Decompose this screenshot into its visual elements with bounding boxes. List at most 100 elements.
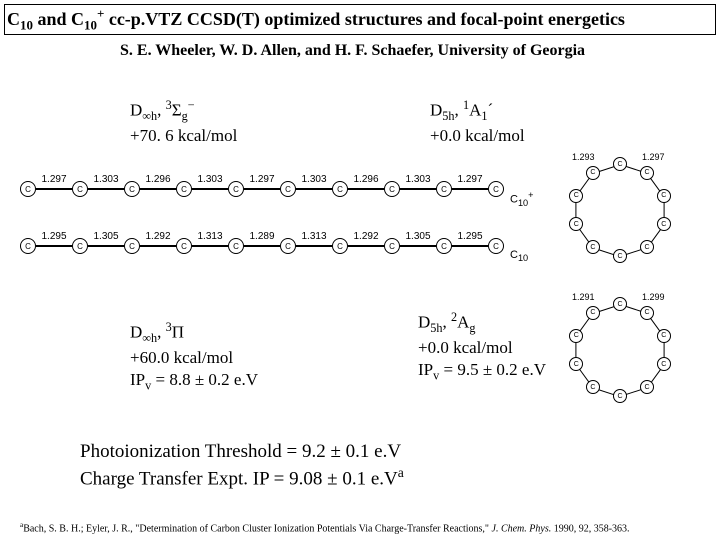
tl-energy: +70. 6 kcal/mol — [130, 125, 237, 147]
carbon-atom: C — [436, 238, 452, 254]
bond-length-label: 1.313 — [301, 231, 326, 242]
bond: 1.303 — [400, 188, 436, 189]
ring-carbon-atom: C — [569, 357, 583, 371]
bond: 1.292 — [140, 245, 176, 246]
bond-length-label: 1.297 — [249, 174, 274, 185]
tl-sym-pre: D — [130, 101, 142, 120]
footnote-journal: J. Chem. Phys. — [492, 523, 552, 534]
molecule-label: C10 — [510, 249, 528, 263]
bl-ip-label: IP — [130, 370, 145, 389]
carbon-atom: C — [332, 181, 348, 197]
bond-length-label: 1.292 — [145, 231, 170, 242]
ring-carbon-atom: C — [613, 389, 627, 403]
bl-comma: , — [157, 323, 166, 342]
molecule-label: C10+ — [510, 190, 534, 208]
bond-length-label: 1.292 — [353, 231, 378, 242]
footnote: aBach, S. B. H.; Eyler, J. R., "Determin… — [20, 521, 710, 534]
tl-sym-sub: ∞h — [142, 109, 157, 123]
bond: 1.295 — [36, 245, 72, 246]
ring-carbon-atom: C — [586, 240, 600, 254]
bond-length-label: 1.303 — [197, 174, 222, 185]
br-ip-rest: = 9.5 ± 0.2 e.V — [439, 360, 546, 379]
bond-length-label: 1.305 — [405, 231, 430, 242]
bond-length-label: 1.297 — [457, 174, 482, 185]
tl-comma: , — [157, 101, 166, 120]
ring-carbon-atom: C — [586, 166, 600, 180]
tr-sym-pre: D — [430, 101, 442, 120]
bl-ip-rest: = 8.8 ± 0.2 e.V — [151, 370, 258, 389]
title-c10-sub: 10 — [20, 18, 33, 33]
bond-length-label: 1.296 — [145, 174, 170, 185]
bond-length-label: 1.303 — [405, 174, 430, 185]
ring-carbon-atom: C — [640, 380, 654, 394]
bond-length-label: 1.313 — [197, 231, 222, 242]
bond-length-label: 1.303 — [301, 174, 326, 185]
ring-carbon-atom: C — [657, 217, 671, 231]
bl-term-main: Π — [172, 323, 184, 342]
br-ip: IPv = 9.5 ± 0.2 e.V — [418, 359, 546, 384]
carbon-atom: C — [228, 238, 244, 254]
ring-bond-label-b: 1.299 — [642, 292, 665, 302]
ring-carbon-atom: C — [613, 157, 627, 171]
bond: 1.297 — [452, 188, 488, 189]
bond: 1.303 — [296, 188, 332, 189]
tr-energy: +0.0 kcal/mol — [430, 125, 525, 147]
ring-carbon-atom: C — [569, 189, 583, 203]
bl-sym-sub: ∞h — [142, 331, 157, 345]
bond: 1.313 — [192, 245, 228, 246]
ring-carbon-atom: C — [569, 329, 583, 343]
ring-carbon-atom: C — [569, 217, 583, 231]
br-sym-pre: D — [418, 313, 430, 332]
carbon-atom: C — [488, 181, 504, 197]
title-and: and C — [33, 9, 84, 29]
ring-carbon-atom: C — [586, 380, 600, 394]
br-comma: , — [443, 313, 452, 332]
carbon-atom: C — [488, 238, 504, 254]
ring-bond-label-a: 1.293 — [572, 152, 595, 162]
ring-carbon-atom: C — [586, 306, 600, 320]
carbon-atom: C — [72, 181, 88, 197]
block-bottom-right: D5h, 2Ag +0.0 kcal/mol IPv = 9.5 ± 0.2 e… — [418, 310, 546, 384]
title-rest: cc-p.VTZ CCSD(T) optimized structures an… — [104, 9, 625, 29]
bond-length-label: 1.297 — [41, 174, 66, 185]
ring-c10-neutral: CCCCCCCCCC1.2911.299 — [560, 290, 680, 410]
tr-term-main: A — [469, 101, 481, 120]
page-title: C10 and C10+ cc-p.VTZ CCSD(T) optimized … — [4, 4, 716, 35]
carbon-atom: C — [124, 238, 140, 254]
ring-c10-plus: CCCCCCCCCC1.2931.297 — [560, 150, 680, 270]
bl-sym-pre: D — [130, 323, 142, 342]
carbon-atom: C — [124, 181, 140, 197]
expt-line-1: Photoionization Threshold = 9.2 ± 0.1 e.… — [80, 440, 404, 464]
title-c10-c: C — [7, 9, 20, 29]
carbon-atom: C — [20, 238, 36, 254]
block-tr-symmetry: D5h, 1A1´ — [430, 98, 525, 125]
br-term-main: A — [457, 313, 469, 332]
carbon-atom: C — [436, 181, 452, 197]
bond: 1.303 — [192, 188, 228, 189]
block-top-left: D∞h, 3Σg− +70. 6 kcal/mol — [130, 98, 237, 147]
carbon-atom: C — [384, 181, 400, 197]
bond-length-label: 1.289 — [249, 231, 274, 242]
block-top-right: D5h, 1A1´ +0.0 kcal/mol — [430, 98, 525, 147]
ring-carbon-atom: C — [640, 306, 654, 320]
title-c10p-sub: 10 — [84, 18, 97, 33]
bond-length-label: 1.295 — [457, 231, 482, 242]
bond: 1.305 — [88, 245, 124, 246]
br-energy: +0.0 kcal/mol — [418, 337, 546, 359]
carbon-atom: C — [72, 238, 88, 254]
expt2-sup: a — [398, 465, 404, 480]
ring-bond-label-b: 1.297 — [642, 152, 665, 162]
bond-length-label: 1.296 — [353, 174, 378, 185]
bond-length-label: 1.305 — [93, 231, 118, 242]
bond: 1.297 — [36, 188, 72, 189]
br-sym-sub: 5h — [430, 321, 442, 335]
bl-symmetry: D∞h, 3Π — [130, 320, 258, 347]
carbon-atom: C — [384, 238, 400, 254]
carbon-atom: C — [280, 181, 296, 197]
bond-length-label: 1.303 — [93, 174, 118, 185]
carbon-atom: C — [176, 238, 192, 254]
bond: 1.303 — [88, 188, 124, 189]
br-term-sub: g — [469, 321, 475, 335]
experimental-values: Photoionization Threshold = 9.2 ± 0.1 e.… — [80, 440, 404, 491]
ring-bond-label-a: 1.291 — [572, 292, 595, 302]
